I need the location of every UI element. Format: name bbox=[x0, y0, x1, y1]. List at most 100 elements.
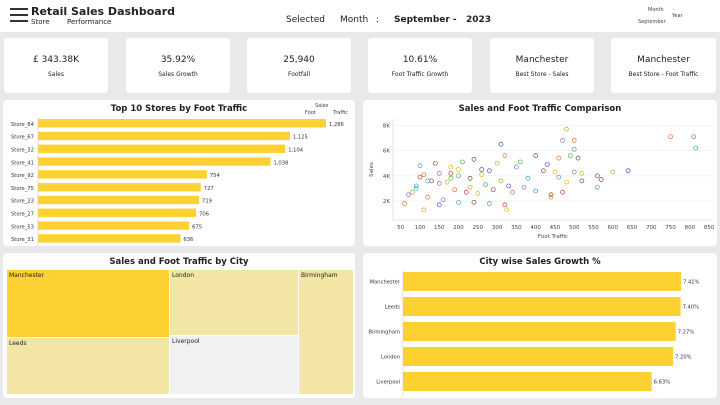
city-treemap-panel: Sales and Foot Traffic by City Mancheste… bbox=[3, 253, 355, 398]
scatter-point bbox=[433, 160, 438, 166]
bar bbox=[38, 157, 271, 166]
scatter-point bbox=[560, 138, 565, 143]
bar-value-label: 675 bbox=[192, 224, 202, 230]
bar-category-label: London bbox=[381, 355, 400, 361]
scatter-point bbox=[490, 187, 496, 193]
bar-category-label: Leeds bbox=[385, 305, 400, 311]
subtitle-performance: Performance bbox=[67, 18, 112, 26]
scatter-point bbox=[425, 178, 431, 184]
scatter-point bbox=[452, 187, 458, 193]
x-tick-label: 800 bbox=[685, 225, 696, 231]
month-filter-label[interactable]: Month bbox=[648, 7, 664, 13]
y-tick-label: 4K bbox=[383, 174, 390, 180]
scatter-point bbox=[521, 184, 527, 190]
bar bbox=[38, 144, 286, 153]
scatter-point bbox=[471, 199, 477, 205]
y-tick-label: 6K bbox=[383, 149, 390, 155]
treemap-cell-london[interactable]: London bbox=[170, 270, 298, 335]
scatter-point bbox=[425, 194, 431, 200]
treemap-cell-birmingham[interactable]: Birmingham bbox=[299, 270, 353, 394]
bar-category-label: Store_23 bbox=[11, 199, 34, 205]
x-tick-label: 350 bbox=[511, 225, 522, 231]
kpi-value: 25,940 bbox=[283, 55, 315, 65]
scatter-point bbox=[440, 197, 446, 203]
dashboard-title: Retail Sales Dashboard bbox=[31, 5, 176, 18]
chart-title: Top 10 Stores by Foot Traffic bbox=[110, 104, 248, 114]
scatter-point bbox=[467, 175, 473, 181]
y-axis-title: Sales bbox=[369, 162, 375, 177]
legend-item: Sales bbox=[315, 103, 329, 109]
scatter-point bbox=[564, 126, 569, 132]
scatter-point bbox=[429, 178, 434, 184]
scatter-point bbox=[541, 168, 546, 174]
scatter-point bbox=[421, 172, 427, 177]
scatter-point bbox=[571, 146, 577, 152]
month-filter-value[interactable]: September bbox=[638, 19, 666, 25]
bar bbox=[403, 272, 681, 291]
treemap-cell-liverpool[interactable]: Liverpool bbox=[170, 336, 298, 394]
treemap-cell-leeds[interactable]: Leeds bbox=[7, 338, 169, 394]
bar-category-label: Store_67 bbox=[11, 135, 34, 141]
bar bbox=[403, 297, 681, 316]
hamburger-menu-icon[interactable] bbox=[10, 8, 28, 22]
scatter-point bbox=[448, 175, 454, 181]
kpi-value: Manchester bbox=[637, 55, 690, 65]
scatter-point bbox=[525, 175, 531, 181]
bar-category-label: Manchester bbox=[370, 280, 401, 286]
scatter-point bbox=[483, 182, 488, 188]
city-growth-panel: City wise Sales Growth % Manchester 7.41%… bbox=[363, 253, 717, 398]
x-tick-label: 250 bbox=[473, 225, 484, 231]
scatter-point bbox=[402, 201, 407, 206]
kpi-label: Sales bbox=[48, 71, 64, 78]
scatter-point bbox=[571, 138, 577, 143]
scatter-point bbox=[421, 207, 427, 213]
scatter-point bbox=[625, 168, 631, 174]
x-tick-label: 50 bbox=[397, 225, 404, 231]
kpi-label: Best Store - Sales bbox=[515, 71, 569, 78]
scatter-point bbox=[417, 163, 423, 169]
scatter-point bbox=[460, 159, 465, 165]
bar-category-label: Store_41 bbox=[11, 160, 34, 166]
bar-category-label: Liverpool bbox=[376, 380, 400, 386]
month-label: Month bbox=[340, 15, 369, 25]
bar bbox=[38, 183, 201, 192]
x-tick-label: 200 bbox=[453, 225, 464, 231]
year-filter-label[interactable]: Year bbox=[672, 13, 683, 19]
bar-category-label: Store_92 bbox=[11, 173, 34, 179]
scatter-point bbox=[413, 183, 419, 189]
scatter-point bbox=[502, 202, 508, 208]
scatter-point bbox=[594, 173, 600, 179]
bar-value-label: 719 bbox=[202, 199, 212, 205]
x-tick-label: 750 bbox=[665, 225, 676, 231]
scatter-point bbox=[413, 186, 419, 191]
treemap-cell-manchester[interactable]: Manchester bbox=[7, 270, 169, 337]
scatter-point bbox=[463, 189, 469, 195]
scatter-point bbox=[479, 167, 485, 172]
chart-title: Sales and Foot Traffic Comparison bbox=[458, 104, 622, 114]
subtitle-store: Store bbox=[31, 18, 50, 26]
selected-month-value: September - bbox=[394, 15, 457, 25]
scatter-point bbox=[479, 172, 485, 177]
scatter-point bbox=[514, 164, 519, 170]
scatter-point bbox=[560, 189, 565, 195]
legend-item: Traffic bbox=[333, 110, 349, 116]
scatter-point bbox=[552, 169, 558, 175]
scatter-point bbox=[594, 184, 600, 190]
bar-value-label: 636 bbox=[183, 237, 193, 243]
kpi-card-foot-traffic-growth: 10.61% Foot Traffic Growth bbox=[368, 38, 472, 93]
x-tick-label: 650 bbox=[627, 225, 638, 231]
scatter-point bbox=[548, 192, 554, 198]
scatter-point bbox=[448, 164, 454, 170]
scatter-point bbox=[436, 181, 442, 186]
scatter-point bbox=[409, 189, 415, 195]
bar-value-label: 1,038 bbox=[273, 160, 288, 166]
bar-value-label: 7.27% bbox=[678, 330, 695, 336]
scatter-point bbox=[448, 170, 454, 176]
bar bbox=[38, 195, 200, 205]
bar-category-label: Store_32 bbox=[11, 148, 34, 154]
scatter-point bbox=[556, 155, 562, 161]
scatter-point bbox=[517, 159, 523, 165]
x-axis-title: Foot Traffic bbox=[538, 234, 568, 240]
scatter-point bbox=[693, 145, 699, 151]
scatter-point bbox=[456, 173, 461, 179]
